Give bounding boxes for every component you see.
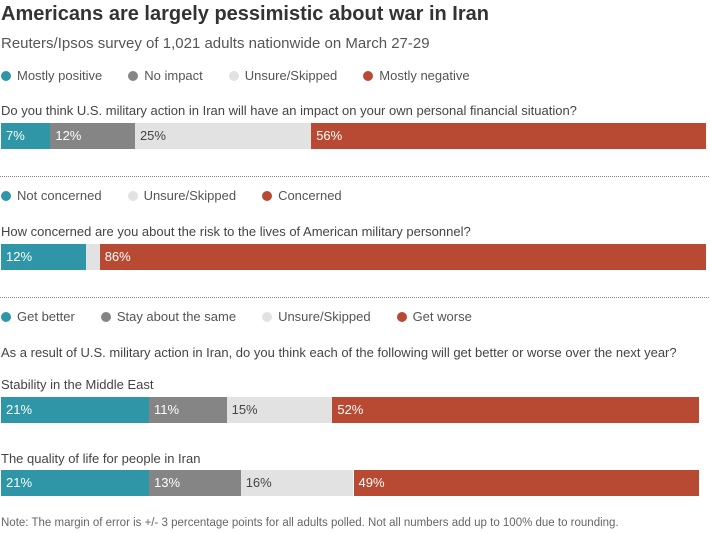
question-text: Do you think U.S. military action in Ira… [1,103,577,118]
bar-value-label: 56% [316,128,343,143]
bar-segment: 56% [311,123,706,149]
question-text: As a result of U.S. military action in I… [1,345,677,360]
chart-title: Americans are largely pessimistic about … [1,3,489,25]
legend-item: Get worse [396,309,472,324]
bar-segment: 12% [1,244,86,270]
bar-value-label: 12% [55,128,82,143]
legend-dot-icon [100,311,111,322]
bar-value-label: 49% [358,475,385,490]
bar-segment: 13% [149,470,241,496]
legend: Mostly positive No impact Unsure/Skipped Mo… [1,68,496,83]
legend-dot-icon [127,190,138,201]
bar-value-label: 13% [154,475,181,490]
legend-item: Unsure/Skipped [127,188,237,203]
legend-item: Mostly negative [363,68,470,83]
legend-item: Not concerned [1,188,102,203]
bar-segment: 52% [332,397,699,423]
section-divider [0,176,709,177]
bar-segment: 12% [50,123,135,149]
footnote: Note: The margin of error is +/- 3 perce… [1,517,619,529]
legend-dot-icon [1,311,11,322]
legend-label: Concerned [278,188,342,203]
legend-dot-icon [396,311,407,322]
bar-segment: 15% [226,397,333,423]
legend-label: Not concerned [17,188,102,203]
row-label: Stability in the Middle East [1,377,154,392]
bar-value-label: 11% [154,402,180,417]
legend-label: Mostly positive [17,68,103,83]
legend-label: Get better [17,309,75,324]
bar-value-label: 7% [6,128,25,143]
bar-segment: 86% [99,244,706,270]
legend-label: Get worse [412,309,472,324]
bar-value-label: 16% [245,475,272,490]
legend-label: Unsure/Skipped [278,309,371,324]
legend-item: Concerned [262,188,342,203]
bar-segment: 21% [1,470,150,496]
legend-dot-icon [228,70,239,81]
question-text: How concerned are you about the risk to … [1,224,471,239]
bar-segment: 7% [1,123,51,149]
legend-dot-icon [262,311,273,322]
bar-value-label: 12% [6,249,33,264]
bar-value-label: 52% [337,402,364,417]
legend-item: Unsure/Skipped [228,68,338,83]
bar-value-label: 25% [139,128,166,143]
bar-value-label: 15% [231,402,258,417]
legend: Not concerned Unsure/Skipped Concerned [1,188,368,203]
bar-segment: 16% [240,470,354,496]
bar-value-label: 86% [104,249,131,264]
bar-value-label: 21% [6,402,33,417]
section-divider [0,297,709,298]
legend-dot-icon [1,190,11,201]
row-label: The quality of life for people in Iran [1,451,201,466]
legend-item: Mostly positive [1,68,102,83]
bar-segment: 11% [149,397,227,423]
legend-item: Unsure/Skipped [262,309,371,324]
bar-segment: 21% [1,397,150,423]
legend-label: Unsure/Skipped [244,68,338,83]
bar-segment: 49% [353,470,699,496]
legend-label: Unsure/Skipped [143,188,237,203]
legend-dot-icon [262,190,273,201]
legend-item: Get better [1,309,75,324]
legend-item: Stay about the same [100,309,237,324]
chart-subtitle: Reuters/Ipsos survey of 1,021 adults nat… [1,35,430,52]
legend-dot-icon [128,70,139,81]
bar-value-label: 21% [6,475,33,490]
bar-segment: 25% [134,123,312,149]
legend-label: Stay about the same [116,309,237,324]
legend-item: No impact [128,68,203,83]
legend-dot-icon [363,70,374,81]
legend: Get better Stay about the same Unsure/Skip… [1,309,498,324]
legend-label: Mostly negative [379,68,470,83]
bar-segment [85,244,100,270]
legend-label: No impact [144,68,203,83]
legend-dot-icon [1,70,11,81]
